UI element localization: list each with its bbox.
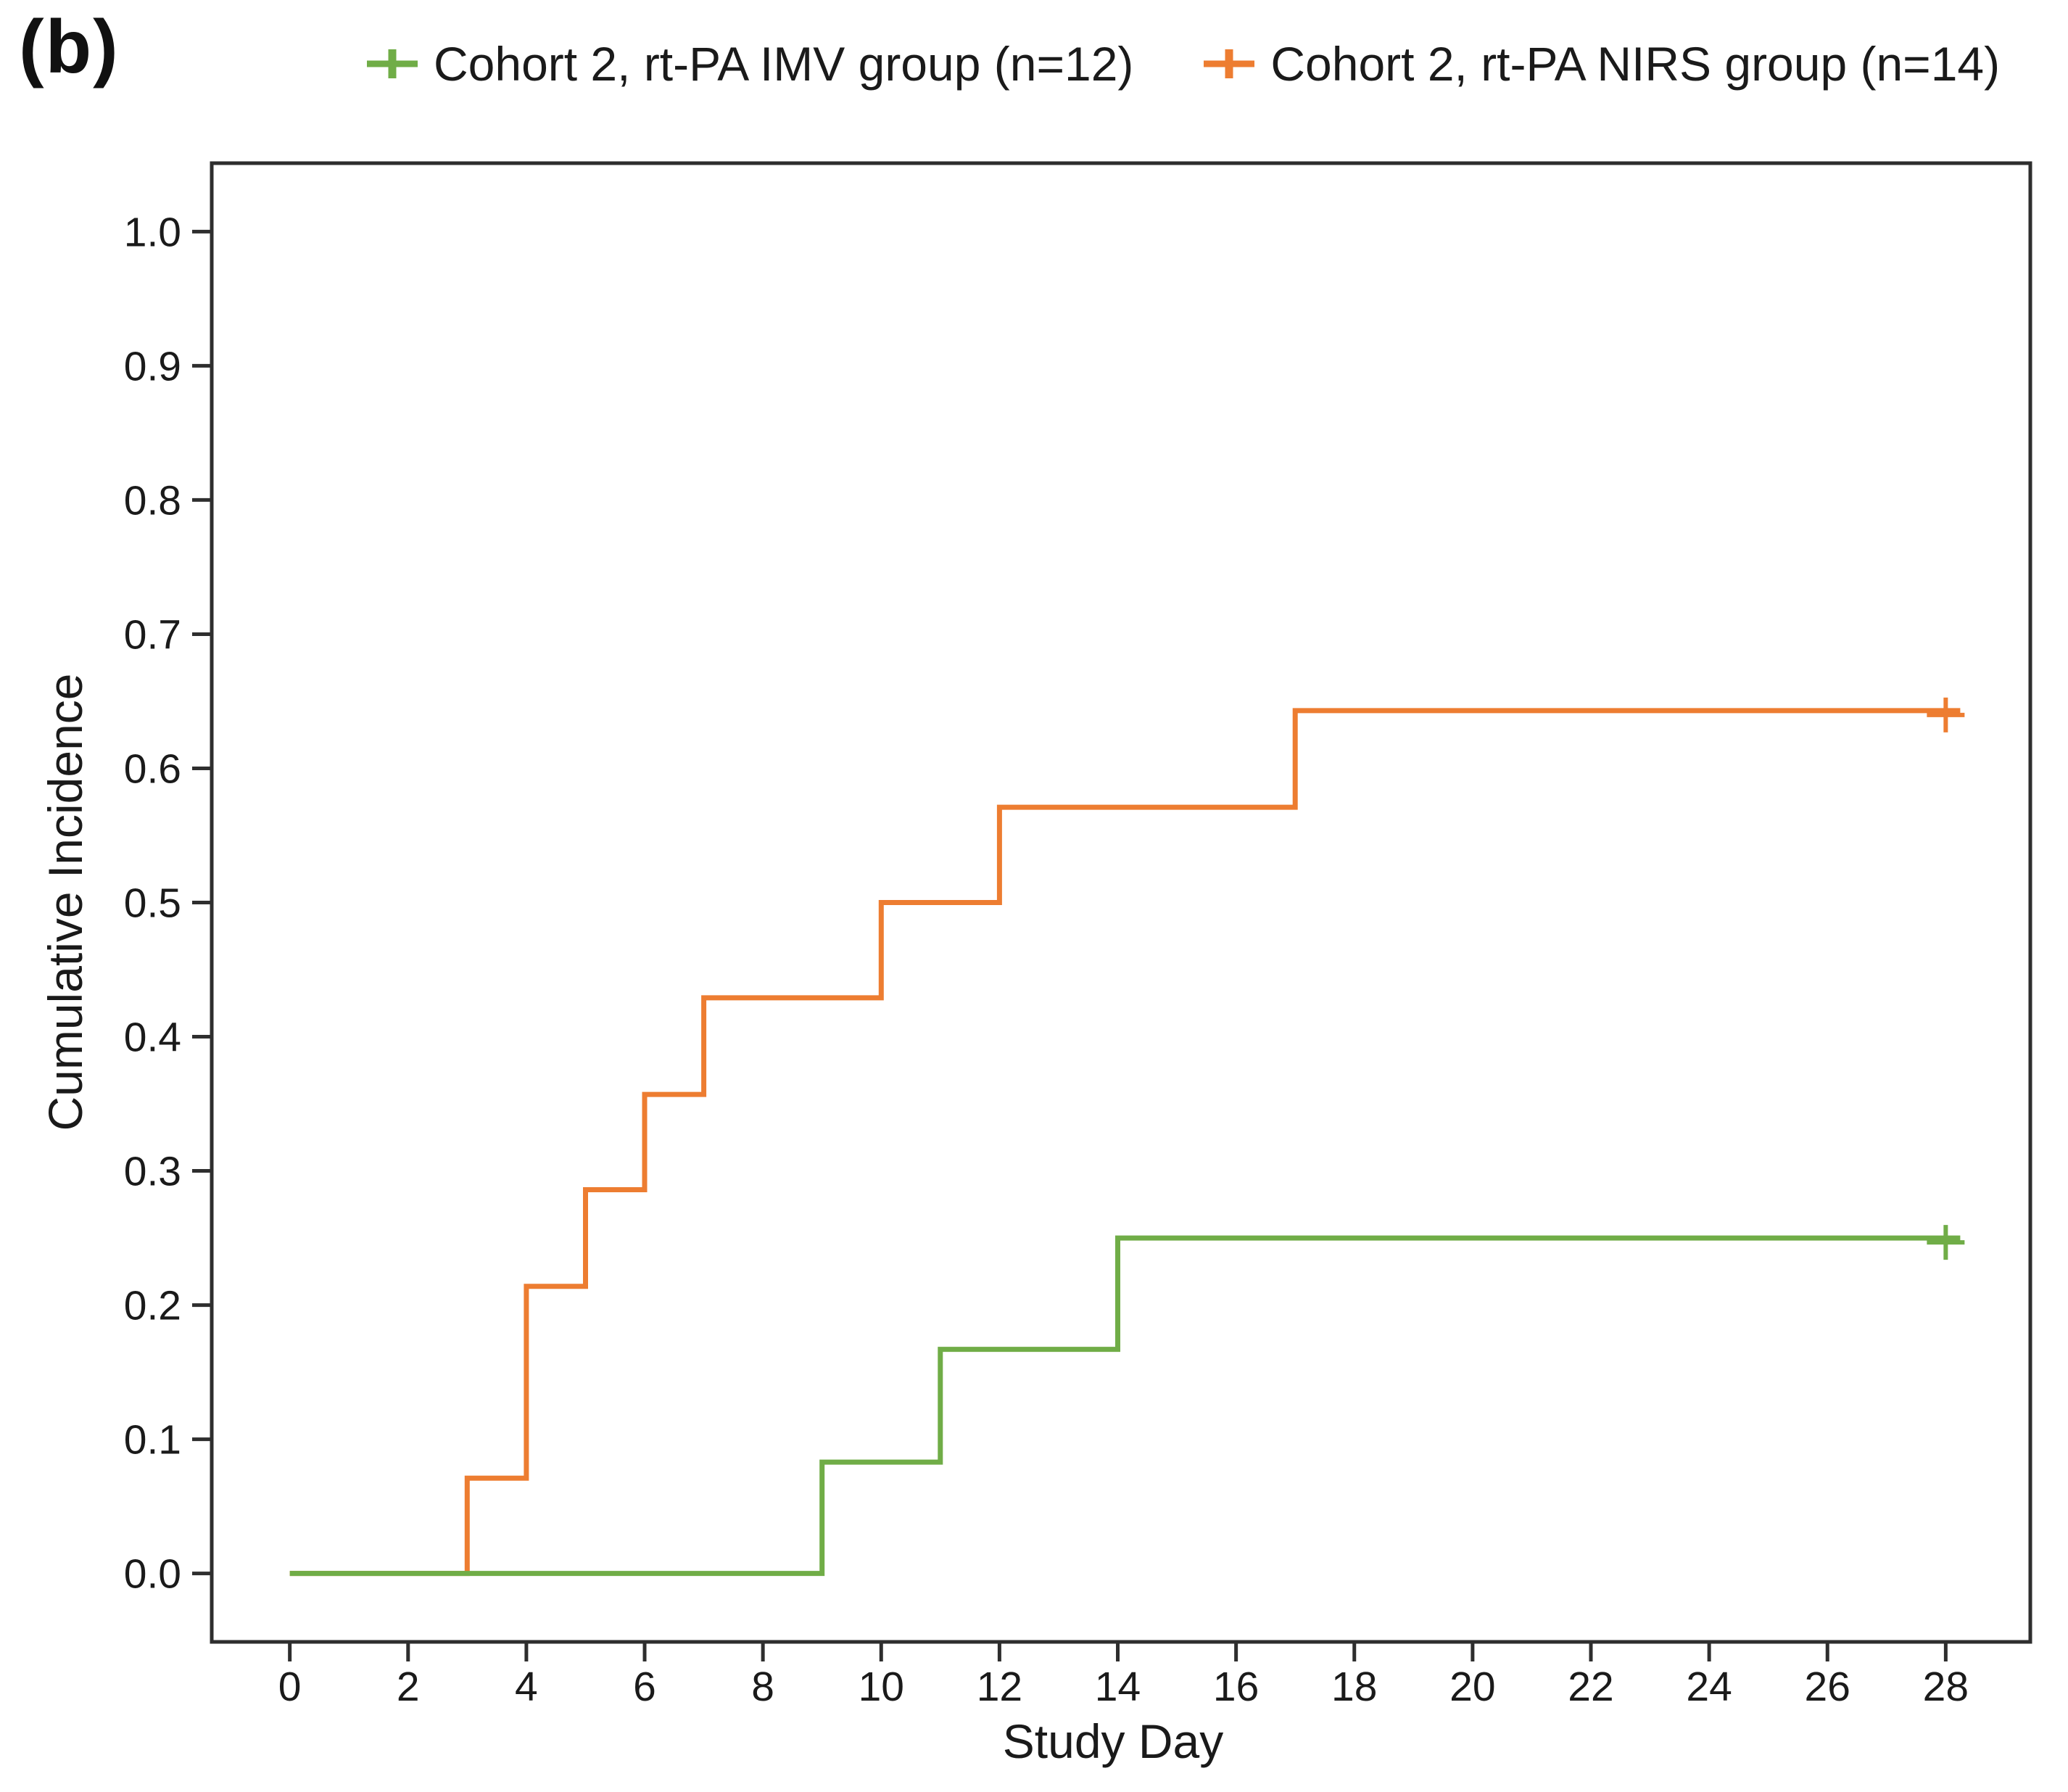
x-tick-label: 4 bbox=[515, 1664, 538, 1710]
y-tick-label: 0.6 bbox=[124, 746, 181, 792]
x-tick-label: 8 bbox=[751, 1664, 774, 1710]
y-tick-label: 0.5 bbox=[124, 880, 181, 927]
x-tick-label: 6 bbox=[633, 1664, 656, 1710]
series-step-line bbox=[289, 708, 1961, 1577]
legend: Cohort 2, rt-PA IMV group (n=12) Cohort … bbox=[365, 36, 2000, 91]
series-step-line bbox=[289, 1235, 1961, 1577]
legend-item-imv: Cohort 2, rt-PA IMV group (n=12) bbox=[365, 36, 1133, 91]
x-tick-label: 0 bbox=[278, 1664, 302, 1710]
y-tick-label: 0.4 bbox=[124, 1015, 181, 1061]
x-tick-label: 28 bbox=[1923, 1664, 1969, 1710]
y-tick-label: 0.7 bbox=[124, 611, 181, 658]
x-tick-label: 22 bbox=[1568, 1664, 1613, 1710]
y-tick-label: 0.8 bbox=[124, 477, 181, 524]
x-axis-title: Study Day bbox=[1003, 1714, 1223, 1768]
legend-label-nirs: Cohort 2, rt-PA NIRS group (n=14) bbox=[1270, 37, 2001, 91]
x-tick-label: 12 bbox=[977, 1664, 1022, 1710]
x-tick-label: 26 bbox=[1805, 1664, 1850, 1710]
y-tick-label: 0.9 bbox=[124, 343, 181, 389]
panel-label: (b) bbox=[19, 5, 120, 89]
x-tick-label: 14 bbox=[1095, 1664, 1141, 1710]
y-tick-label: 0.0 bbox=[124, 1551, 181, 1598]
plus-line-marker-icon bbox=[1204, 49, 1255, 78]
y-tick-label: 0.2 bbox=[124, 1283, 181, 1329]
y-tick-label: 0.1 bbox=[124, 1417, 181, 1463]
plus-line-marker-icon bbox=[367, 49, 418, 78]
x-tick-label: 16 bbox=[1213, 1664, 1259, 1710]
x-tick-label: 2 bbox=[397, 1664, 420, 1710]
y-tick-label: 1.0 bbox=[124, 209, 181, 255]
x-tick-label: 24 bbox=[1686, 1664, 1732, 1710]
legend-item-nirs: Cohort 2, rt-PA NIRS group (n=14) bbox=[1202, 36, 2000, 91]
x-tick-label: 18 bbox=[1331, 1664, 1377, 1710]
legend-label-imv: Cohort 2, rt-PA IMV group (n=12) bbox=[434, 37, 1134, 91]
plot-frame bbox=[210, 161, 2032, 1644]
y-tick-label: 0.3 bbox=[124, 1149, 181, 1195]
x-tick-label: 10 bbox=[859, 1664, 904, 1710]
x-tick-label: 20 bbox=[1449, 1664, 1495, 1710]
y-axis-title: Cumulative Incidence bbox=[38, 674, 92, 1131]
